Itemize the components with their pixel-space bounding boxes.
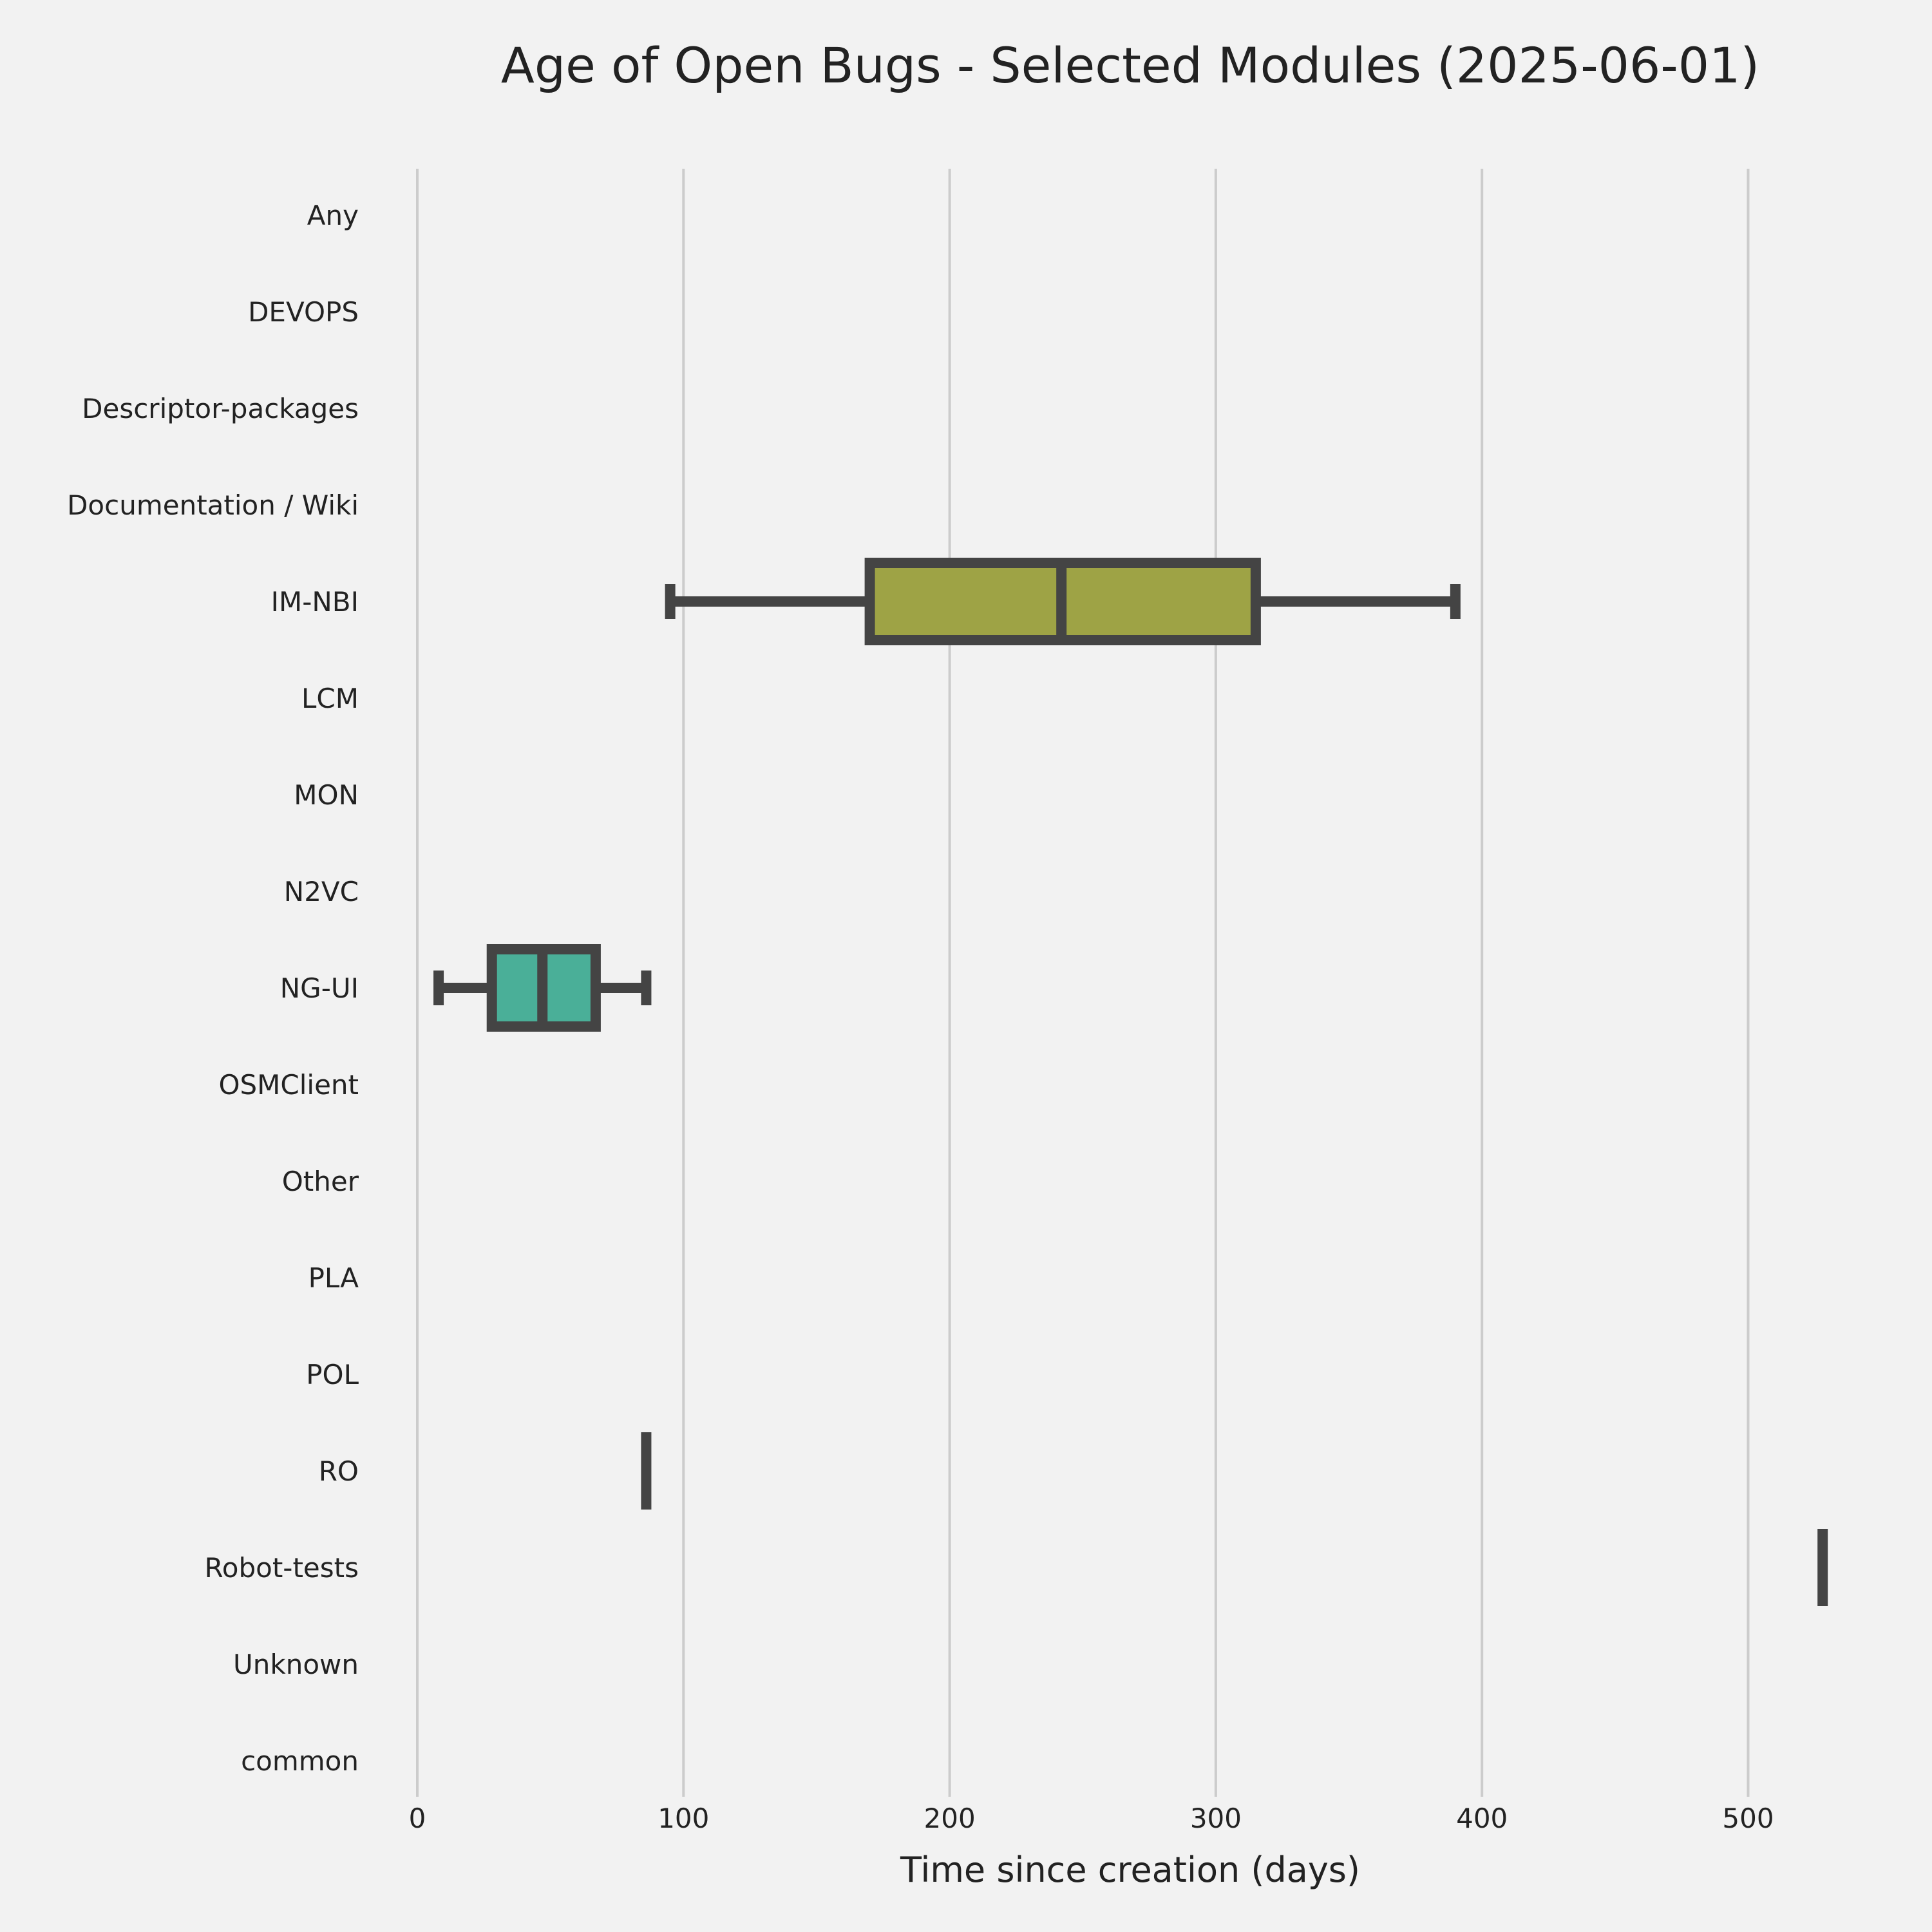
x-tick-label-500: 500 bbox=[1722, 1803, 1774, 1834]
x-tick-label-300: 300 bbox=[1190, 1803, 1242, 1834]
y-tick-label-ng-ui: NG-UI bbox=[280, 972, 359, 1004]
x-tick-label-200: 200 bbox=[924, 1803, 976, 1834]
x-tick-label-100: 100 bbox=[658, 1803, 709, 1834]
gridlines bbox=[416, 169, 1750, 1797]
y-tick-label-pol: POL bbox=[306, 1359, 359, 1390]
y-tick-label-robot-tests: Robot-tests bbox=[204, 1552, 359, 1584]
y-axis-labels: Any DEVOPS Descriptor-packages Documentatio… bbox=[67, 200, 359, 1777]
y-tick-label-common: common bbox=[241, 1745, 359, 1777]
y-tick-label-mon: MON bbox=[294, 779, 359, 811]
x-tick-label-400: 400 bbox=[1456, 1803, 1508, 1834]
x-axis-label: Time since creation (days) bbox=[900, 1850, 1360, 1890]
x-tick-label-0: 0 bbox=[409, 1803, 426, 1834]
y-tick-label-ro: RO bbox=[319, 1455, 359, 1487]
y-tick-label-descriptor-packages: Descriptor-packages bbox=[82, 393, 359, 424]
y-tick-label-osmclient: OSMClient bbox=[218, 1069, 359, 1101]
box-im-nbi bbox=[665, 558, 1461, 645]
box-ng-ui bbox=[433, 944, 652, 1032]
box-series bbox=[433, 558, 1828, 1606]
y-tick-label-unknown: Unknown bbox=[233, 1649, 359, 1680]
y-tick-label-documentation-wiki: Documentation / Wiki bbox=[67, 489, 359, 521]
y-tick-label-devops: DEVOPS bbox=[248, 296, 359, 328]
y-tick-label-any: Any bbox=[307, 200, 359, 231]
y-tick-label-im-nbi: IM-NBI bbox=[271, 586, 359, 618]
x-axis-ticks: 0 100 200 300 400 500 bbox=[409, 1803, 1774, 1834]
chart-title: Age of Open Bugs - Selected Modules (202… bbox=[501, 37, 1759, 94]
y-tick-label-other: Other bbox=[282, 1166, 359, 1197]
y-tick-label-lcm: LCM bbox=[301, 683, 359, 714]
y-tick-label-pla: PLA bbox=[308, 1262, 359, 1294]
y-tick-label-n2vc: N2VC bbox=[284, 876, 359, 907]
